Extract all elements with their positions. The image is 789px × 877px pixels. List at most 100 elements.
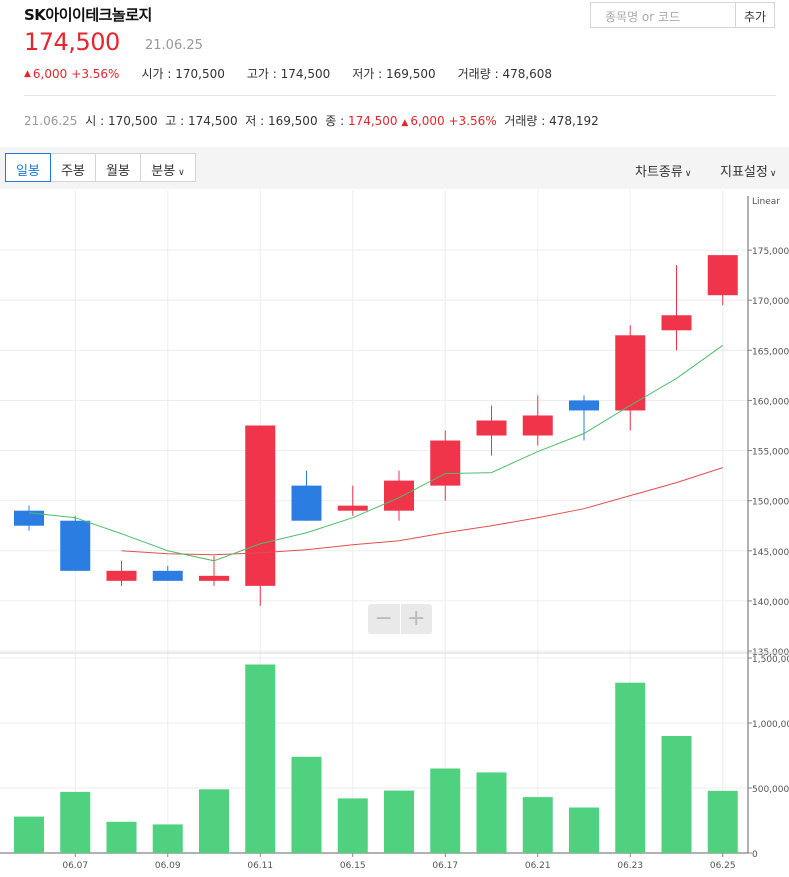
summary-close-label: 종 [325, 114, 337, 128]
candle-body [522, 415, 553, 436]
summary-high-label: 고 [165, 114, 177, 128]
chevron-down-icon: ∨ [178, 168, 185, 178]
ohlc-summary: 21.06.25 시 : 170,500 고 : 174,500 저 : 169… [24, 114, 599, 128]
y-tick-label: 160,000 [752, 397, 789, 407]
tab-minute[interactable]: 분봉 ∨ [140, 153, 196, 182]
summary-low: 169,500 [267, 114, 318, 128]
volume-bar [106, 821, 137, 853]
summary-volume-label: 거래량 [504, 114, 538, 128]
indicator-dropdown[interactable]: 지표설정 ∨ [720, 161, 776, 180]
volume-bar [615, 682, 646, 853]
volume-bar [522, 797, 553, 853]
x-tick-label: 06.17 [432, 861, 458, 871]
candle-body [384, 480, 414, 511]
volume-bar [245, 664, 276, 853]
divider [24, 95, 776, 96]
quote-row: ▲ 6,000 +3.56% 시가 : 170,500 고가 : 174,500… [24, 65, 552, 82]
x-tick-label: 06.23 [617, 861, 643, 871]
summary-open-label: 시 [85, 114, 97, 128]
tab-minute-label: 분봉 [151, 164, 176, 179]
candle-body [569, 400, 599, 411]
candle-body [291, 485, 322, 521]
candle-body [476, 420, 507, 436]
volume-tick-label: 500,000 [752, 785, 789, 795]
chart-type-dropdown[interactable]: 차트종류 ∨ [635, 161, 691, 180]
x-tick-label: 06.15 [340, 861, 366, 871]
price-chart[interactable]: 175,000 170,000 165,000 160,000 155,000 150,0… [0, 190, 789, 877]
volume-bar [569, 807, 599, 853]
zoom-out-button[interactable]: − [374, 606, 393, 631]
chevron-down-icon: ∨ [769, 169, 777, 179]
summary-change-pct: +3.56% [448, 114, 497, 128]
price-date: 21.06.25 [145, 38, 203, 53]
volume-bar [60, 791, 91, 853]
summary-change: 6,000 [410, 114, 445, 128]
tab-weekly[interactable]: 주봉 [50, 153, 96, 182]
y-tick-label: 165,000 [752, 347, 789, 357]
stock-name: SK아이이테크놀로지 [24, 6, 152, 24]
y-tick-label: 155,000 [752, 448, 789, 458]
x-tick-label: 06.11 [247, 861, 273, 871]
summary-low-label: 저 [245, 114, 257, 128]
current-price: 174,500 [24, 28, 120, 56]
x-tick-label: 06.25 [710, 861, 736, 871]
up-arrow-icon: ▲ [24, 68, 31, 79]
volume-tick-label: 1,500,000 [752, 655, 789, 665]
y-tick-label: 170,000 [752, 297, 789, 307]
y-tick-label: 140,000 [752, 598, 789, 608]
volume-bar [707, 790, 738, 853]
volume-tick-label: 0 [752, 850, 758, 860]
summary-high: 174,500 [187, 114, 238, 128]
candle-body [152, 570, 183, 581]
y-tick-label: 145,000 [752, 548, 789, 558]
volume-bar [152, 824, 183, 853]
summary-date: 21.06.25 [24, 114, 78, 128]
open-stat: 시가 : 170,500 [141, 67, 225, 81]
tab-monthly[interactable]: 월봉 [95, 153, 141, 182]
summary-close: 174,500 [347, 114, 398, 128]
high-label: 고가 [246, 67, 269, 81]
candle-body [14, 510, 44, 526]
candle-body [337, 505, 368, 511]
x-tick-label: 06.21 [525, 861, 551, 871]
high-value: 174,500 [280, 67, 331, 81]
volume-bar [384, 790, 414, 853]
low-value: 169,500 [386, 67, 436, 81]
indicator-label: 지표설정 [720, 165, 768, 180]
x-tick-label: 06.09 [155, 861, 181, 871]
summary-open: 170,500 [107, 114, 158, 128]
volume-value: 478,608 [502, 67, 553, 81]
open-value: 170,500 [175, 67, 225, 81]
open-label: 시가 [141, 67, 164, 81]
scale-label: Linear [752, 197, 780, 207]
candle-body [60, 520, 91, 571]
chart-toolbar: 일봉 주봉 월봉 분봉 ∨ 차트종류 ∨ 지표설정 ∨ [0, 147, 789, 189]
low-label: 저가 [352, 67, 375, 81]
volume-bar [291, 756, 322, 853]
zoom-control: − + [368, 604, 432, 634]
add-button[interactable]: 추가 [735, 2, 775, 28]
y-tick-label: 150,000 [752, 498, 789, 508]
candle-body [615, 335, 646, 411]
change-amount: 6,000 [32, 66, 68, 81]
candle-body [707, 255, 738, 296]
volume-bar [430, 768, 461, 853]
tab-daily[interactable]: 일봉 [5, 153, 51, 182]
volume-bar [476, 772, 507, 853]
change-percent: +3.56% [71, 66, 120, 81]
zoom-in-button[interactable]: + [399, 604, 433, 634]
moving-average-short [28, 344, 724, 562]
volume-bar [337, 798, 368, 853]
candle-body [245, 425, 276, 586]
summary-volume: 478,192 [549, 114, 599, 128]
candle-body [106, 570, 137, 581]
chart-area[interactable]: 175,000 170,000 165,000 160,000 155,000 150,0… [0, 190, 789, 877]
candle-body [661, 315, 692, 331]
volume-bar [14, 816, 44, 853]
search-input[interactable]: 종목명 or 코드 [590, 2, 736, 28]
volume-tick-label: 1,000,000 [752, 720, 789, 730]
candle-body [430, 440, 461, 486]
x-tick-label: 06.07 [62, 861, 88, 871]
volume-bar [661, 736, 692, 853]
chevron-down-icon: ∨ [684, 169, 692, 179]
